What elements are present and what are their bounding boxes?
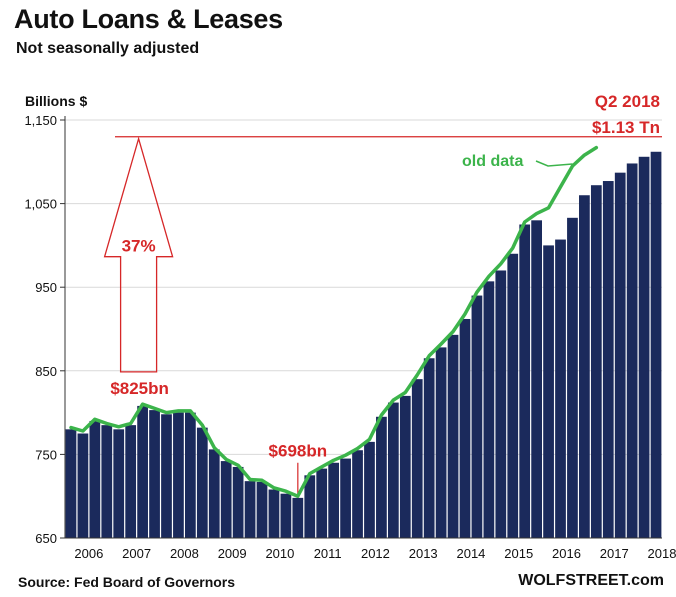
bar bbox=[483, 281, 495, 538]
bar bbox=[244, 481, 256, 538]
bar bbox=[161, 414, 172, 538]
latest-period-label: Q2 2018 bbox=[595, 92, 660, 111]
bar bbox=[531, 220, 542, 538]
old-data-series bbox=[69, 145, 599, 498]
x-tick-label: 2012 bbox=[361, 546, 390, 561]
y-tick-label: 950 bbox=[35, 280, 57, 295]
bar bbox=[77, 433, 89, 538]
bar bbox=[208, 449, 220, 538]
source-note: Source: Fed Board of Governors bbox=[18, 574, 236, 590]
bar bbox=[65, 429, 77, 538]
bar bbox=[495, 270, 507, 538]
brand-label: WOLFSTREET.com bbox=[518, 572, 664, 589]
x-tick-label: 2009 bbox=[218, 546, 247, 561]
bar bbox=[399, 395, 411, 538]
bar bbox=[328, 462, 340, 538]
bar bbox=[543, 245, 554, 538]
y-axis-label: Billions $ bbox=[25, 93, 87, 109]
bar bbox=[89, 420, 101, 538]
x-tick-label: 2011 bbox=[314, 546, 342, 561]
bar bbox=[602, 181, 614, 538]
bar bbox=[590, 185, 602, 538]
x-tick-label: 2018 bbox=[648, 546, 676, 561]
bar bbox=[447, 334, 459, 538]
bar bbox=[185, 412, 196, 538]
chart-subtitle: Not seasonally adjusted bbox=[16, 40, 200, 57]
bar bbox=[340, 458, 351, 538]
increase-label: 37% bbox=[122, 237, 156, 256]
increase-arrow bbox=[103, 136, 174, 373]
bar bbox=[113, 429, 125, 538]
y-tick-label: 750 bbox=[35, 447, 57, 462]
bar bbox=[579, 195, 590, 539]
bar bbox=[519, 224, 531, 538]
old-data-label: old data bbox=[462, 153, 523, 170]
y-tick-label: 650 bbox=[35, 531, 57, 546]
x-tick-label: 2015 bbox=[504, 546, 533, 561]
bar bbox=[638, 156, 650, 538]
bar bbox=[364, 441, 375, 538]
bar bbox=[555, 239, 566, 538]
bar bbox=[232, 466, 244, 538]
bar bbox=[280, 493, 292, 538]
bar-series bbox=[65, 151, 662, 539]
bar bbox=[304, 475, 316, 538]
bar bbox=[507, 253, 519, 538]
bar bbox=[376, 416, 387, 538]
bar bbox=[137, 405, 148, 538]
bar bbox=[471, 295, 483, 538]
bar bbox=[352, 450, 363, 538]
bar bbox=[292, 497, 304, 538]
latest-value-label: $1.13 Tn bbox=[592, 118, 660, 137]
bar bbox=[614, 172, 626, 538]
chart-title: Auto Loans & Leases bbox=[14, 4, 283, 34]
x-tick-label: 2010 bbox=[265, 546, 294, 561]
tick-labels: 650 750 850 950 1,050 1,150 Billions $ 2006 2007… bbox=[24, 93, 676, 561]
y-tick-label: 1,050 bbox=[24, 197, 57, 212]
bar bbox=[316, 468, 328, 538]
bar bbox=[173, 412, 184, 538]
x-tick-label: 2006 bbox=[74, 546, 103, 561]
bar bbox=[650, 151, 662, 538]
old-data-line bbox=[69, 145, 599, 498]
x-tick-label: 2016 bbox=[552, 546, 581, 561]
y-tick-label: 850 bbox=[35, 364, 57, 379]
axes bbox=[60, 116, 662, 539]
bar bbox=[459, 318, 471, 538]
bar bbox=[256, 481, 268, 538]
x-tick-label: 2013 bbox=[409, 546, 438, 561]
x-tick-label: 2017 bbox=[600, 546, 629, 561]
trough-2010-label: $698bn bbox=[269, 442, 328, 461]
bar bbox=[435, 347, 447, 538]
bar bbox=[220, 461, 232, 538]
bar bbox=[101, 425, 113, 538]
bar bbox=[387, 402, 399, 538]
bar bbox=[149, 410, 160, 538]
bar bbox=[411, 379, 423, 538]
x-tick-label: 2014 bbox=[456, 546, 485, 561]
bar bbox=[268, 489, 280, 538]
x-tick-label: 2007 bbox=[122, 546, 151, 561]
bar bbox=[423, 358, 435, 538]
bar bbox=[196, 427, 208, 538]
annotations: 37% $825bn $698bn Q2 2018 $1.13 Tn old data bbox=[103, 92, 662, 498]
old-data-leader bbox=[535, 160, 573, 167]
x-tick-label: 2008 bbox=[170, 546, 199, 561]
y-tick-label: 1,150 bbox=[24, 113, 57, 128]
bar bbox=[567, 217, 578, 538]
bar bbox=[125, 425, 137, 538]
peak-2007-label: $825bn bbox=[110, 379, 169, 398]
bar bbox=[626, 163, 638, 539]
